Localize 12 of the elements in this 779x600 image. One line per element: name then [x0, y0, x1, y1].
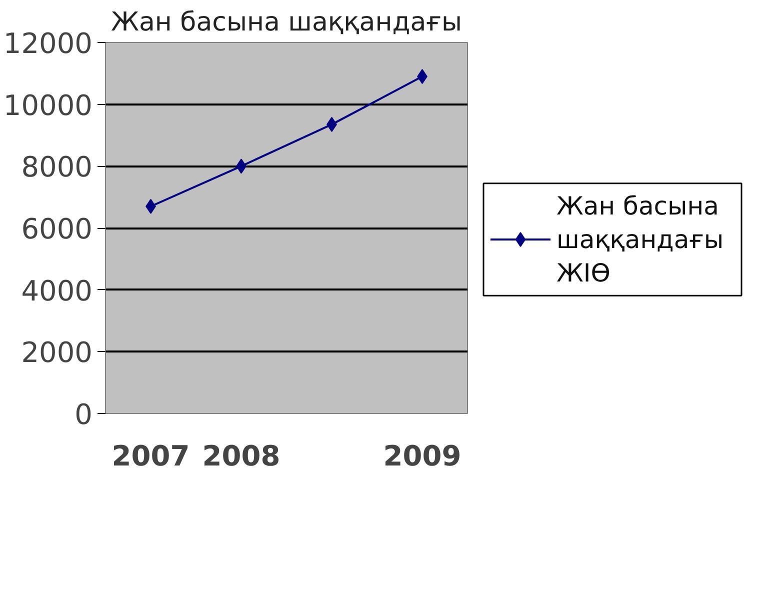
- x-tick-label: 2009: [383, 440, 462, 472]
- x-tick-label: 2008: [202, 440, 280, 472]
- y-tick-label: 0: [74, 398, 93, 431]
- y-tick-label: 8000: [21, 150, 93, 184]
- y-tick-label: 6000: [21, 212, 93, 246]
- y-tick-label: 12000: [3, 27, 93, 60]
- chart-title: Жан басына шаққандағы: [110, 8, 462, 38]
- legend-label: Жан басына шаққандағы ЖІӨ: [556, 192, 724, 288]
- y-tick-label: 4000: [21, 274, 93, 308]
- y-tick-label: 10000: [3, 88, 93, 122]
- x-tick-label: 2007: [112, 440, 190, 472]
- y-tick-label: 2000: [21, 336, 93, 370]
